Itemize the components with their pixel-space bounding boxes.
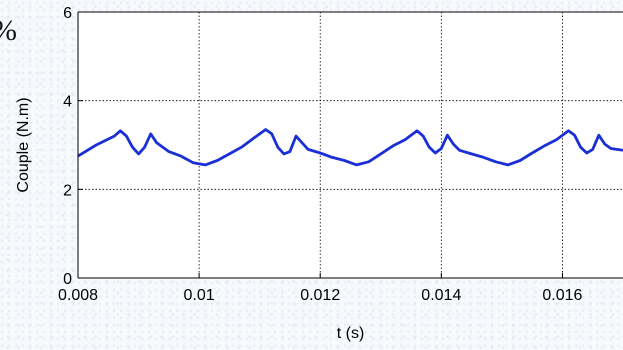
x-axis-label: t (s) [337,325,365,342]
x-tick-label: 0.008 [58,287,98,304]
x-tick-label: 0.014 [421,287,461,304]
y-tick-label: 2 [63,182,72,199]
x-tick-label: 0.016 [542,287,582,304]
y-tick-label: 0 [63,271,72,288]
y-tick-label: 4 [63,94,72,111]
y-axis-label: Couple (N.m) [15,97,32,192]
x-tick-labels: 0.008 0.01 0.012 0.014 0.016 [58,287,583,304]
series-line [77,128,623,167]
x-tick-label: 0.012 [300,287,340,304]
grid-lines [78,12,623,278]
x-tick-label: 0.01 [184,287,215,304]
y-tick-labels: 0 2 4 6 [63,5,72,288]
y-tick-label: 6 [63,5,72,22]
plot-area [78,12,623,278]
clipped-text-fragment: % [0,14,17,48]
